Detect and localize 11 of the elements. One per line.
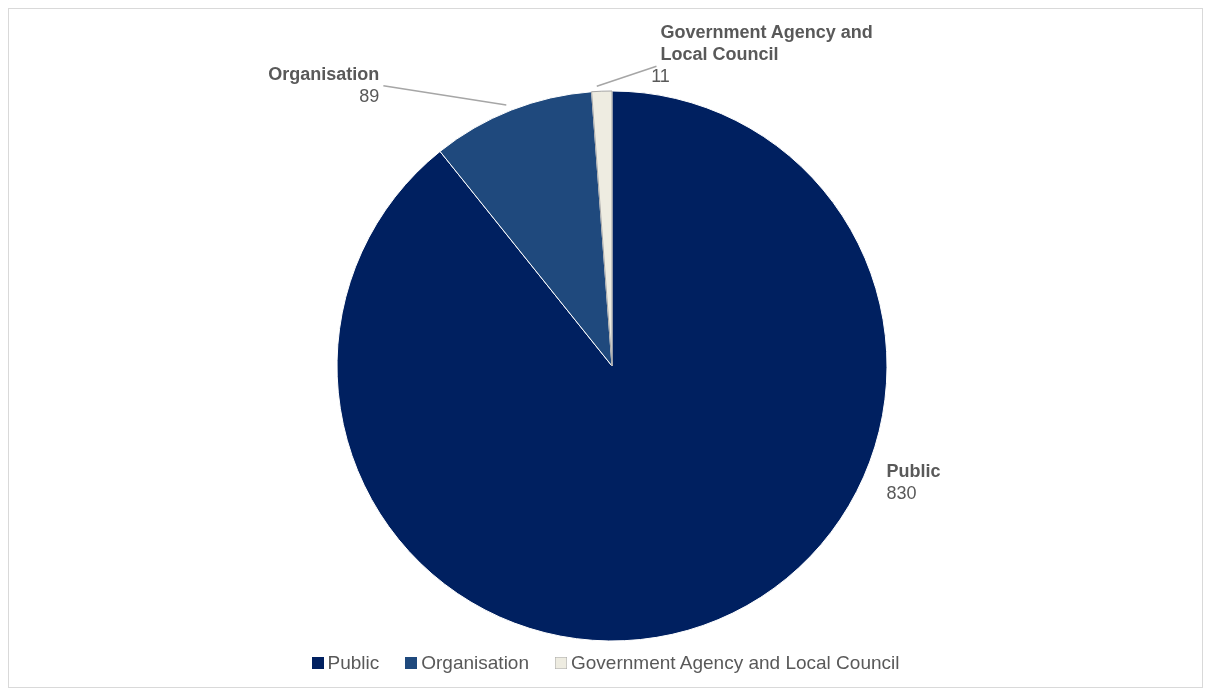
legend-label: Government Agency and Local Council [571,652,900,674]
pie-slice [336,90,888,642]
data-label: 11 [651,66,670,87]
pie-slice [591,90,613,367]
slice-label: Government Agency and Local Council [660,22,873,65]
legend-label: Public [327,652,380,674]
data-label: 89 [359,85,380,106]
slice-label: Organisation [268,63,380,84]
slice-label: Public [886,460,941,481]
legend-label: Organisation [421,652,529,674]
data-label: 830 [886,482,917,503]
